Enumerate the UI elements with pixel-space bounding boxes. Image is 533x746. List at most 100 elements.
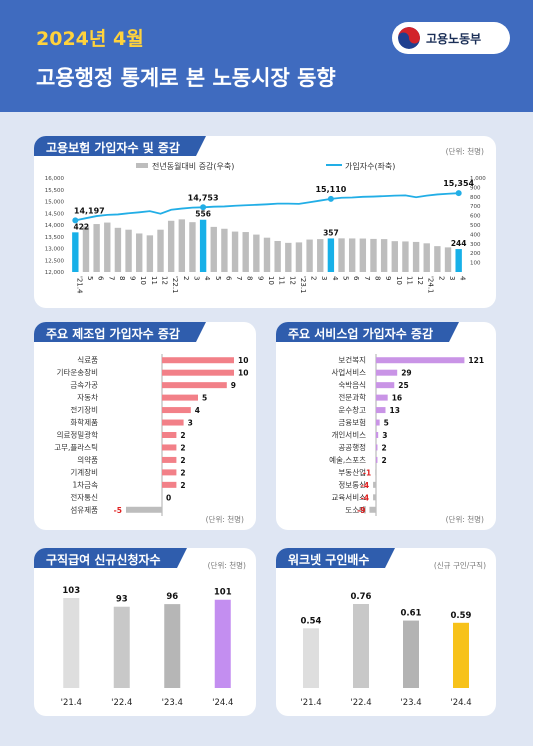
x-tick-label: '24.4 [212,698,233,708]
insured-unit: (단위: 천명) [445,147,484,156]
bar-data-label: 5 [202,394,207,403]
bar-data-label: 9 [231,381,236,390]
bar [162,469,177,476]
y-left-tick-label: 12,500 [45,258,65,264]
x-tick-label: 10 [267,276,275,285]
bar-data-label: 0.61 [401,609,422,619]
y-left-tick-label: 13,500 [45,235,65,241]
bar [412,241,420,272]
bar-data-label: 2 [180,443,185,452]
legend-bar-label: 전년동월대비 증감(우축) [152,161,234,171]
bar-data-label: 2 [381,443,386,452]
bar [63,598,80,688]
bar [453,622,469,688]
bar [162,456,177,463]
bar [263,237,271,272]
bar [157,229,164,272]
category-label: 의약품 [77,454,98,464]
x-tick-label: '23.4 [162,698,183,708]
worknet-chart: 0.54 '21.4 0.76 '22.4 0.61 '23.4 0.59 '24.4 [300,592,471,708]
bar [178,219,186,272]
x-tick-label: 6 [97,276,105,281]
x-tick-label: 11 [405,276,413,285]
bar [353,604,369,688]
x-tick-label: '22.1 [171,276,179,294]
bar [146,235,154,272]
category-label: 운수창고 [338,406,366,415]
x-tick-label: 11 [278,276,286,285]
x-tick-label: 7 [235,276,243,280]
x-tick-label: 12 [288,276,296,285]
bar-data-label: 25 [398,381,408,390]
services-chart: 보건복지 121 사업서비스 29 숙박음식 25 전문과학 16 운수창고 13 금융보험 5 개인서… [329,354,484,516]
bar [162,481,177,488]
jobseeking-chart: 103 '21.4 93 '22.4 96 '23.4 101 '24.4 [61,586,234,708]
category-label: 전문과학 [338,392,366,402]
category-label: 자동차 [77,393,98,402]
bar [403,620,419,688]
x-tick-label: '21.4 [61,698,82,708]
category-label: 부동산업 [338,467,366,477]
logo-text: 고용노동부 [426,31,482,46]
bar [253,234,260,272]
bar-data-label: 2 [180,456,185,465]
category-label: 예술,스포츠 [329,454,366,464]
x-tick-label: 5 [342,276,350,280]
category-label: 공공행정 [338,442,366,452]
bar [167,220,175,272]
y-left-tick-label: 15,500 [45,188,65,194]
x-tick-label: 2 [310,276,318,280]
y-right-tick-label: 200 [470,251,481,257]
y-left-tick-label: 12,000 [45,270,65,276]
x-tick-label: 2 [437,276,445,280]
category-label: 교육서비스 [332,493,367,502]
category-label: 보건복지 [338,355,366,365]
category-label: 식료품 [77,356,98,365]
bar [327,238,335,272]
bar-data-label: -4 [361,481,369,490]
y-right-tick-label: 600 [470,214,481,220]
bar-data-label: 2 [381,456,386,465]
series-line [75,192,459,222]
y-left-tick-label: 14,000 [45,223,65,229]
x-tick-label: '21.4 [75,276,83,294]
x-tick-label: 5 [86,276,94,280]
worknet-unit: (신규 구인/구직) [433,561,486,570]
category-label: 1차금속 [73,480,99,489]
y-right-tick-label: 800 [470,195,481,201]
bar-data-label: 4 [195,406,200,415]
category-label: 고무,플라스틱 [54,442,98,452]
y-left-tick-label: 15,000 [45,200,65,206]
bar-data-label: 10 [238,369,248,378]
category-label: 전기장비 [70,405,98,415]
services-panel-title: 주요 서비스업 가입자수 증감 [276,322,460,342]
bar-data-label: -9 [357,506,365,515]
x-tick-label: '23.4 [400,698,421,708]
bar [376,382,395,389]
bar [242,232,249,272]
x-tick-label: '22.4 [111,698,132,708]
bar [455,249,462,272]
bar [285,242,292,272]
bar [306,239,313,272]
bar [376,357,465,364]
bar [376,394,388,401]
report-period: 2024년 4월 [36,28,144,50]
bar [370,238,377,272]
bar-data-label: 422 [73,222,89,231]
insured-chart: 전년동월대비 증감(우축) 가입자수(좌축) 12,000 12,500 13,000… [45,161,486,294]
bar [113,606,130,688]
manufacturing-panel: 주요 제조업 가입자수 증감 (단위: 천명) 식료품 10 기타운송장비 10 금속가… [34,322,256,530]
category-label: 금속가공 [70,381,98,390]
x-tick-label: '23.1 [299,276,307,294]
bar [376,419,380,426]
y-right-tick-label: 400 [470,232,481,238]
bar-data-label: 93 [116,595,128,605]
bar [189,222,196,272]
bar-data-label: -4 [361,493,369,502]
y-right-tick-label: 900 [470,185,481,191]
bar [444,247,452,272]
bar-data-label: -1 [363,468,371,477]
x-tick-label: 12 [161,276,169,285]
bar [72,232,79,272]
